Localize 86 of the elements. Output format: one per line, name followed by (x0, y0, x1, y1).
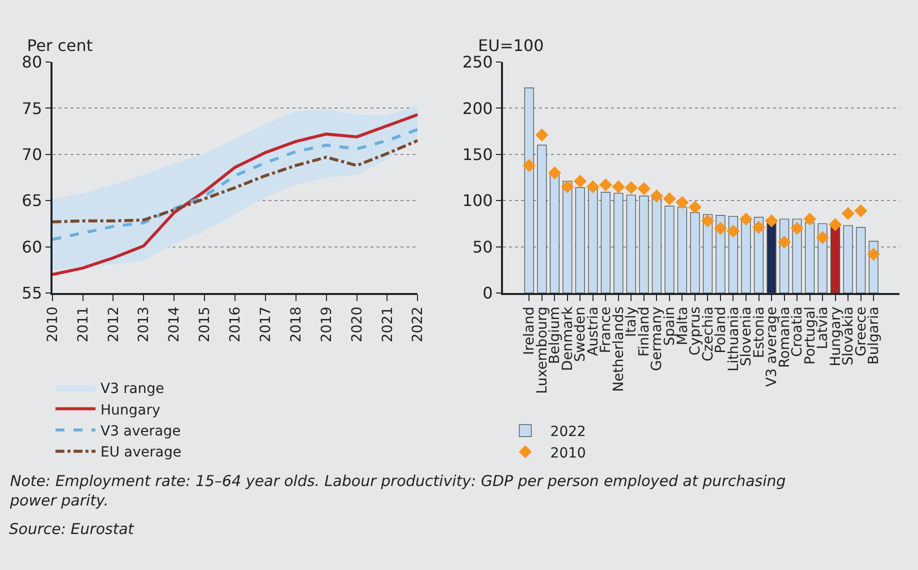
x-tick-label: 2011 (75, 306, 92, 342)
point (752, 220, 766, 234)
y-tick-label: 55 (22, 284, 42, 303)
point (842, 207, 855, 220)
point (714, 222, 727, 235)
source-note: Source: Eurostat (9, 520, 135, 538)
point (522, 158, 536, 172)
y-tick-label: 70 (22, 145, 42, 164)
legend-label: Hungary (100, 402, 160, 418)
bar (600, 192, 610, 293)
y-tick-label: 50 (472, 237, 493, 256)
y-tick-label: 0 (482, 284, 493, 303)
point (586, 180, 600, 194)
point (612, 180, 625, 194)
x-tick-label: 2010 (44, 306, 61, 342)
point (637, 182, 650, 196)
legend-label: EU average (100, 444, 182, 461)
x-tick-label: 2022 (410, 306, 426, 342)
legend-label: 2022 (550, 424, 586, 440)
y-axis-title: EU=100 (478, 36, 544, 55)
line-series (52, 128, 418, 241)
point (624, 181, 638, 194)
point (828, 218, 842, 232)
bar (741, 216, 751, 293)
line-series (52, 139, 418, 224)
x-tick-label: 2015 (197, 306, 214, 342)
point (535, 128, 548, 142)
x-tick-label: 2016 (228, 306, 244, 342)
x-tick-label: 2012 (106, 306, 122, 342)
point (778, 236, 791, 249)
point (765, 214, 778, 228)
y-tick-label: 75 (22, 98, 42, 118)
bar (524, 88, 534, 293)
point (726, 224, 740, 238)
y-tick-label: 200 (462, 98, 493, 118)
point (790, 222, 804, 235)
bar (766, 218, 776, 293)
bar (856, 227, 866, 293)
point (548, 166, 562, 180)
y-tick-label: 150 (462, 145, 493, 164)
legend-label: 2010 (550, 445, 586, 462)
point (662, 192, 676, 206)
x-tick-label: 2017 (258, 306, 274, 342)
bar (652, 198, 662, 293)
point (688, 200, 702, 214)
point (599, 178, 612, 192)
x-tick-label: Bulgaria (866, 306, 882, 365)
point (701, 214, 714, 228)
x-tick-label: 2020 (349, 306, 366, 342)
bar (639, 196, 649, 293)
y-tick-label: 65 (22, 191, 42, 210)
x-tick-label: Estonia (751, 306, 768, 358)
y-tick-label: 60 (22, 237, 42, 256)
point (739, 212, 752, 226)
point (816, 231, 830, 244)
point (803, 212, 816, 226)
bar (843, 225, 853, 293)
x-tick-label: 2013 (136, 306, 152, 342)
point (854, 204, 868, 218)
x-tick-label: 2014 (166, 306, 183, 342)
point (650, 189, 664, 202)
point (560, 180, 574, 194)
bar (690, 212, 700, 293)
text: Note: Employment rate: 15–64 year olds. Labour productivity: GDP per person employed at purchasing power parity. (9, 472, 786, 510)
bar (575, 187, 585, 293)
bar (614, 192, 624, 293)
bar (562, 180, 572, 293)
y-tick-label: 250 (462, 52, 493, 72)
bar (588, 187, 598, 293)
point (867, 248, 880, 261)
y-tick-label: 100 (462, 191, 493, 210)
point (676, 196, 689, 209)
bar (664, 206, 674, 293)
bar (677, 206, 688, 293)
x-tick-label: 2018 (288, 306, 304, 342)
x-tick-label: 2021 (380, 306, 396, 342)
bar (830, 225, 840, 293)
y-axis-title: Per cent (27, 36, 93, 55)
bar (626, 194, 636, 293)
y-tick-label: 80 (22, 52, 42, 72)
bar (804, 222, 815, 293)
legend-label: V3 average (100, 423, 181, 440)
bar (537, 144, 547, 293)
x-tick-label: 2019 (318, 306, 335, 342)
point (574, 174, 587, 188)
legend-label: V3 range (100, 381, 164, 398)
